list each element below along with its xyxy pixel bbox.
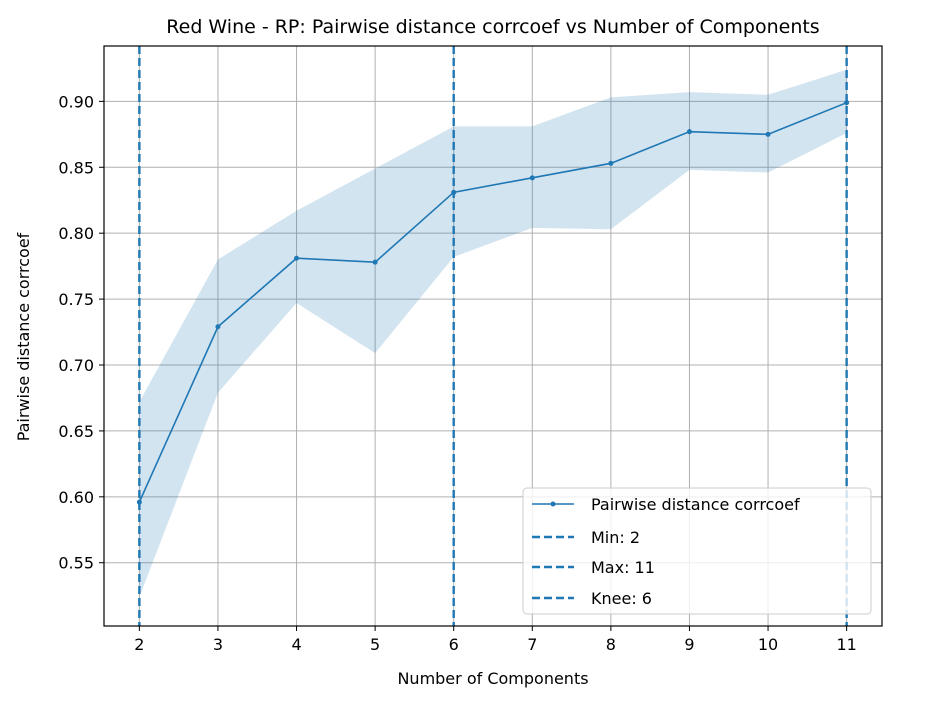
data-point [451, 189, 457, 195]
x-axis-ticks: 2 3 4 5 6 7 8 9 10 11 [134, 626, 857, 654]
y-tick-label: 0.70 [58, 356, 94, 375]
y-tick-label: 0.75 [58, 290, 94, 309]
data-point [686, 129, 692, 135]
legend-point-marker [550, 501, 556, 507]
data-point [136, 499, 142, 505]
legend-entry-max: Max: 11 [532, 558, 655, 577]
x-tick-label: 9 [684, 635, 694, 654]
legend-label-series: Pairwise distance corrcoef [591, 495, 800, 514]
data-point [844, 100, 850, 106]
y-tick-label: 0.80 [58, 224, 94, 243]
y-tick-label: 0.55 [58, 554, 94, 573]
legend-entry-series: Pairwise distance corrcoef [532, 495, 800, 514]
legend-label-max: Max: 11 [591, 558, 655, 577]
data-point [765, 131, 771, 137]
data-point [608, 160, 614, 166]
legend-label-knee: Knee: 6 [591, 589, 652, 608]
y-tick-label: 0.65 [58, 422, 94, 441]
x-axis-label: Number of Components [397, 669, 588, 688]
x-tick-label: 8 [606, 635, 616, 654]
data-point [215, 324, 221, 330]
y-axis-ticks: 0.55 0.60 0.65 0.70 0.75 0.80 0.85 0.90 [58, 92, 104, 573]
legend: Pairwise distance corrcoef Min: 2 Max: 1… [522, 487, 872, 615]
data-point [372, 259, 378, 265]
chart-title: Red Wine - RP: Pairwise distance corrcoe… [166, 16, 819, 38]
x-tick-label: 7 [527, 635, 537, 654]
x-tick-label: 10 [758, 635, 778, 654]
x-tick-label: 5 [370, 635, 380, 654]
x-tick-label: 6 [449, 635, 459, 654]
y-tick-label: 0.90 [58, 92, 94, 111]
y-axis-label: Pairwise distance corrcoef [14, 232, 33, 441]
legend-entry-min: Min: 2 [532, 528, 640, 547]
y-tick-label: 0.85 [58, 158, 94, 177]
data-point [529, 175, 535, 181]
plot-frame [103, 45, 883, 627]
std-band-area [139, 69, 847, 597]
x-tick-label: 4 [291, 635, 301, 654]
legend-label-min: Min: 2 [591, 528, 640, 547]
x-tick-label: 11 [836, 635, 856, 654]
legend-box [522, 487, 872, 615]
x-tick-label: 3 [213, 635, 223, 654]
series-line [138, 101, 847, 503]
confidence-band [139, 69, 847, 597]
series-line-layer [136, 100, 850, 505]
legend-entry-knee: Knee: 6 [532, 589, 652, 608]
data-point [294, 255, 300, 261]
y-tick-label: 0.60 [58, 488, 94, 507]
x-tick-label: 2 [134, 635, 144, 654]
